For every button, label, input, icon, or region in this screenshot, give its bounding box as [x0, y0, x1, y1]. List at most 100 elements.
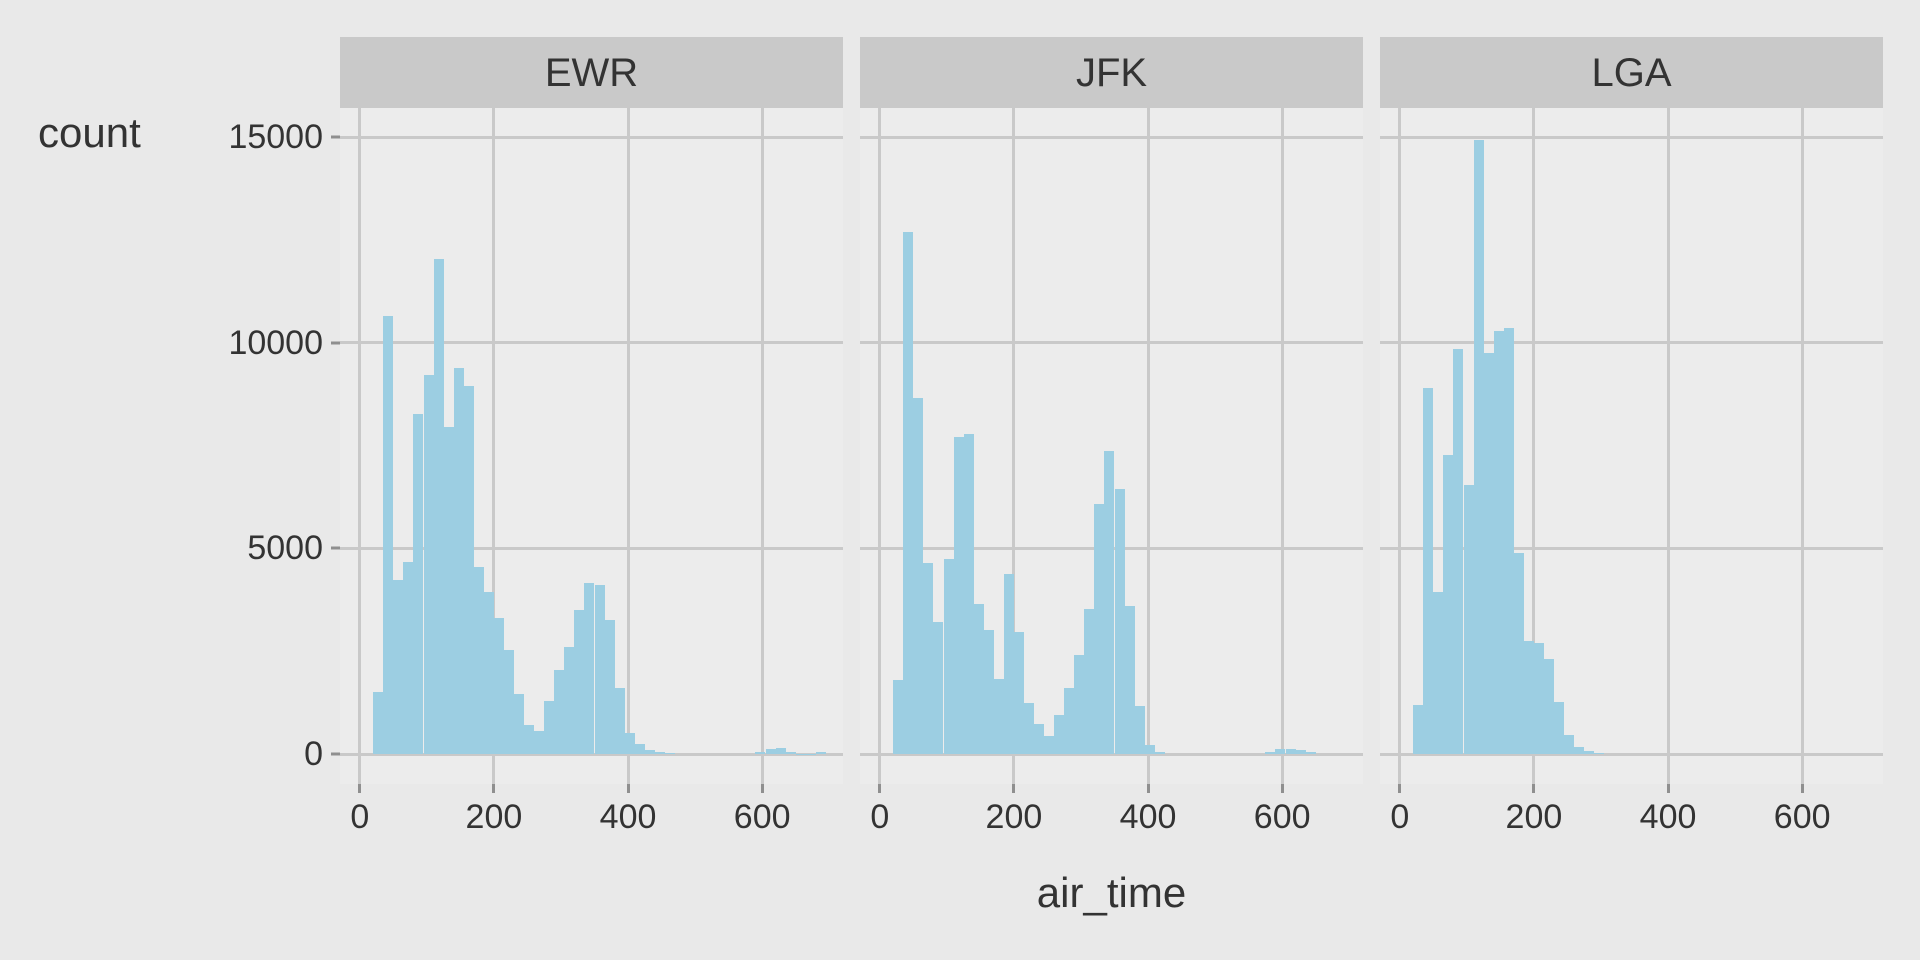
- histogram-bar: [1054, 714, 1065, 754]
- histogram-bar: [993, 679, 1004, 754]
- major-gridline-vertical: [760, 108, 764, 784]
- x-tick-label: 400: [1119, 798, 1177, 836]
- histogram-bar: [634, 743, 645, 754]
- histogram-bar: [604, 620, 615, 754]
- histogram-bar: [564, 647, 575, 754]
- y-axis-tick-mark: [331, 546, 340, 550]
- x-tick-label: 200: [985, 798, 1043, 836]
- histogram-bar: [903, 231, 914, 754]
- major-gridline-horizontal: [340, 752, 843, 756]
- x-tick-label: 400: [1639, 798, 1697, 836]
- histogram-bar: [1084, 609, 1095, 754]
- histogram-bar: [544, 700, 555, 754]
- y-tick-label: 0: [304, 735, 323, 773]
- histogram-bar: [1433, 591, 1444, 754]
- histogram-bar: [1034, 723, 1045, 754]
- major-gridline-vertical: [1146, 108, 1150, 784]
- histogram-bar: [524, 725, 535, 754]
- major-gridline-horizontal: [860, 135, 1363, 139]
- histogram-bar: [1483, 352, 1494, 754]
- histogram-bar: [1443, 455, 1454, 754]
- facet-panel: [340, 108, 843, 784]
- histogram-bar: [1453, 349, 1464, 754]
- histogram-bar: [664, 752, 675, 754]
- major-gridline-vertical: [878, 108, 882, 784]
- major-gridline-horizontal: [1380, 546, 1883, 550]
- x-axis-tick-mark: [1012, 784, 1016, 793]
- major-gridline-vertical: [358, 108, 362, 784]
- major-gridline-horizontal: [340, 341, 843, 345]
- facet-strip: EWR: [340, 37, 843, 108]
- histogram-bar: [1523, 640, 1534, 754]
- histogram-bar: [463, 385, 474, 754]
- histogram-bar: [644, 749, 655, 754]
- x-axis-tick-mark: [1800, 784, 1804, 793]
- x-tick-label: 0: [1390, 798, 1410, 836]
- histogram-bar: [1503, 327, 1514, 754]
- histogram-bar: [893, 679, 904, 754]
- histogram-bar: [1144, 744, 1155, 754]
- histogram-bar: [1473, 139, 1484, 754]
- histogram-bar: [963, 433, 974, 754]
- x-axis-tick-mark: [492, 784, 496, 793]
- histogram-bar: [594, 585, 605, 754]
- histogram-bar: [1584, 751, 1595, 754]
- histogram-bar: [1044, 735, 1055, 754]
- major-gridline-vertical: [626, 108, 630, 784]
- x-tick-label: 600: [733, 798, 791, 836]
- histogram-bar: [913, 398, 924, 754]
- histogram-bar: [1064, 688, 1075, 754]
- histogram-bar: [503, 649, 515, 754]
- histogram-bar: [614, 688, 625, 754]
- histogram-bar: [473, 567, 484, 754]
- histogram-bar: [1594, 753, 1605, 754]
- histogram-bar: [1124, 606, 1135, 754]
- histogram-bar: [373, 692, 384, 754]
- facet-strip-label: EWR: [544, 50, 639, 95]
- x-tick-label: 600: [1253, 798, 1311, 836]
- major-gridline-horizontal: [1380, 752, 1883, 756]
- histogram-bar: [1013, 632, 1024, 754]
- histogram-bar: [785, 751, 796, 754]
- histogram-bar: [413, 413, 424, 754]
- histogram-bar: [554, 669, 565, 754]
- x-axis-tick-mark: [878, 784, 882, 793]
- y-axis-tick-mark: [331, 341, 340, 345]
- major-gridline-horizontal: [1380, 135, 1883, 139]
- y-axis-tick-mark: [331, 752, 340, 756]
- y-axis-title: count: [38, 109, 141, 156]
- histogram-bar: [624, 733, 635, 754]
- histogram-bar: [383, 316, 394, 754]
- major-gridline-vertical: [1398, 108, 1402, 784]
- y-axis-tick-mark: [331, 135, 340, 139]
- histogram-bar: [973, 603, 984, 754]
- histogram-bar: [493, 618, 504, 754]
- x-axis-tick-mark: [1398, 784, 1402, 793]
- y-tick-label: 10000: [228, 323, 323, 362]
- facet-strip-label: LGA: [1591, 50, 1672, 95]
- facet-panel: [1380, 108, 1883, 784]
- x-axis-tick-mark: [760, 784, 764, 793]
- major-gridline-vertical: [492, 108, 496, 784]
- histogram-bar: [755, 751, 766, 754]
- histogram-bar: [1295, 749, 1306, 754]
- major-gridline-vertical: [1532, 108, 1536, 784]
- x-axis-tick-mark: [626, 784, 630, 793]
- histogram-bar: [403, 561, 414, 754]
- histogram-bar: [423, 374, 434, 754]
- histogram-bar: [1285, 748, 1296, 754]
- histogram-bar: [584, 583, 595, 754]
- histogram-bar: [1275, 749, 1286, 754]
- histogram-bar: [1154, 751, 1165, 754]
- x-axis-title: air_time: [1036, 869, 1187, 916]
- x-axis-tick-mark: [358, 784, 362, 793]
- histogram-bar: [983, 630, 994, 754]
- histogram-bar: [534, 731, 545, 754]
- histogram-bar: [1463, 484, 1474, 754]
- x-tick-label: 400: [599, 798, 657, 836]
- x-axis-tick-mark: [1280, 784, 1284, 793]
- histogram-bar: [574, 610, 585, 754]
- histogram-bar: [433, 258, 444, 754]
- histogram-bar: [1134, 705, 1145, 754]
- histogram-bar: [1104, 451, 1115, 754]
